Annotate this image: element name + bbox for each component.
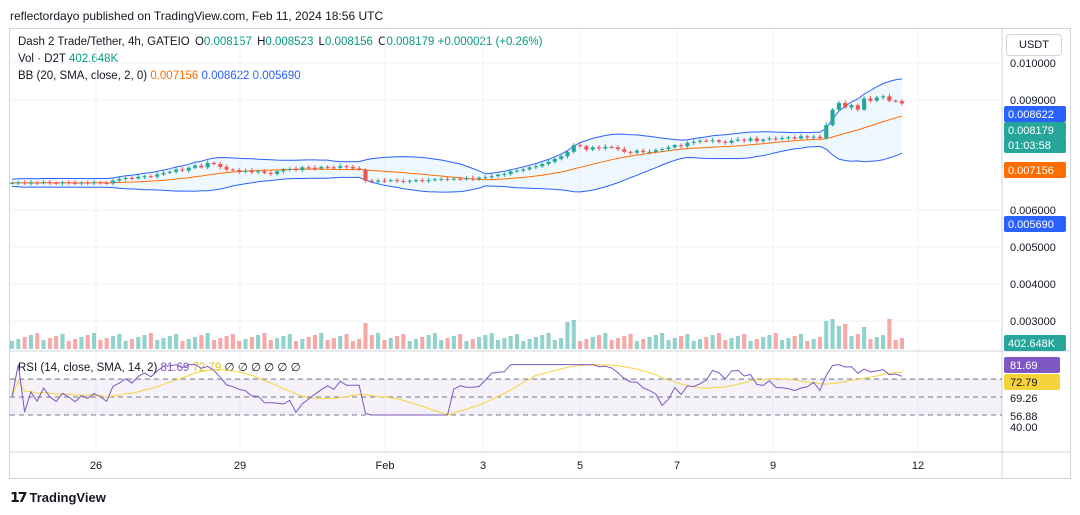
bb-basis-value: 0.007156 [150,70,199,82]
open-label: O [194,36,204,48]
rsi-legend: RSI (14, close, SMA, 14, 2) 81.69 72.79 … [18,360,301,374]
low-value: 0.008156 [324,36,373,48]
close-value: 0.008179 [386,36,435,48]
tradingview-brand: TradingView [29,490,106,505]
volume-value: 402.648K [68,53,119,65]
currency-button[interactable]: USDT [1006,34,1062,56]
open-value: 0.008157 [203,36,252,48]
low-label: L [318,36,325,48]
close-label: C [378,36,387,48]
high-value: 0.008523 [265,36,314,48]
bb-legend: BB (20, SMA, close, 2, 0) 0.007156 0.008… [18,70,301,82]
bb-upper-value: 0.008622 [201,70,250,82]
volume-label: Vol · D2T [18,53,66,65]
rsi-label: RSI (14, close, SMA, 14, 2) [18,362,158,374]
tradingview-footer[interactable]: 𝟭𝟳 TradingView [10,489,106,506]
symbol-title: Dash 2 Trade/Tether, 4h, GATEIO [18,36,190,48]
high-label: H [257,36,266,48]
rsi-value: 81.69 [160,362,190,374]
chart-frame[interactable] [9,28,1071,479]
symbol-legend: Dash 2 Trade/Tether, 4h, GATEIO O0.00815… [18,36,542,48]
bb-lower-value: 0.005690 [252,70,301,82]
rsi-empty-values: ∅ ∅ ∅ ∅ ∅ ∅ [224,362,301,374]
publish-header: reflectordayo published on TradingView.c… [10,9,384,23]
rsi-ma-value: 72.79 [192,362,222,374]
volume-legend: Vol · D2T 402.648K [18,53,118,65]
change-value: +0.000021 (+0.26%) [437,36,543,48]
tradingview-logo-icon: 𝟭𝟳 [10,489,28,505]
bb-label: BB (20, SMA, close, 2, 0) [18,70,148,82]
